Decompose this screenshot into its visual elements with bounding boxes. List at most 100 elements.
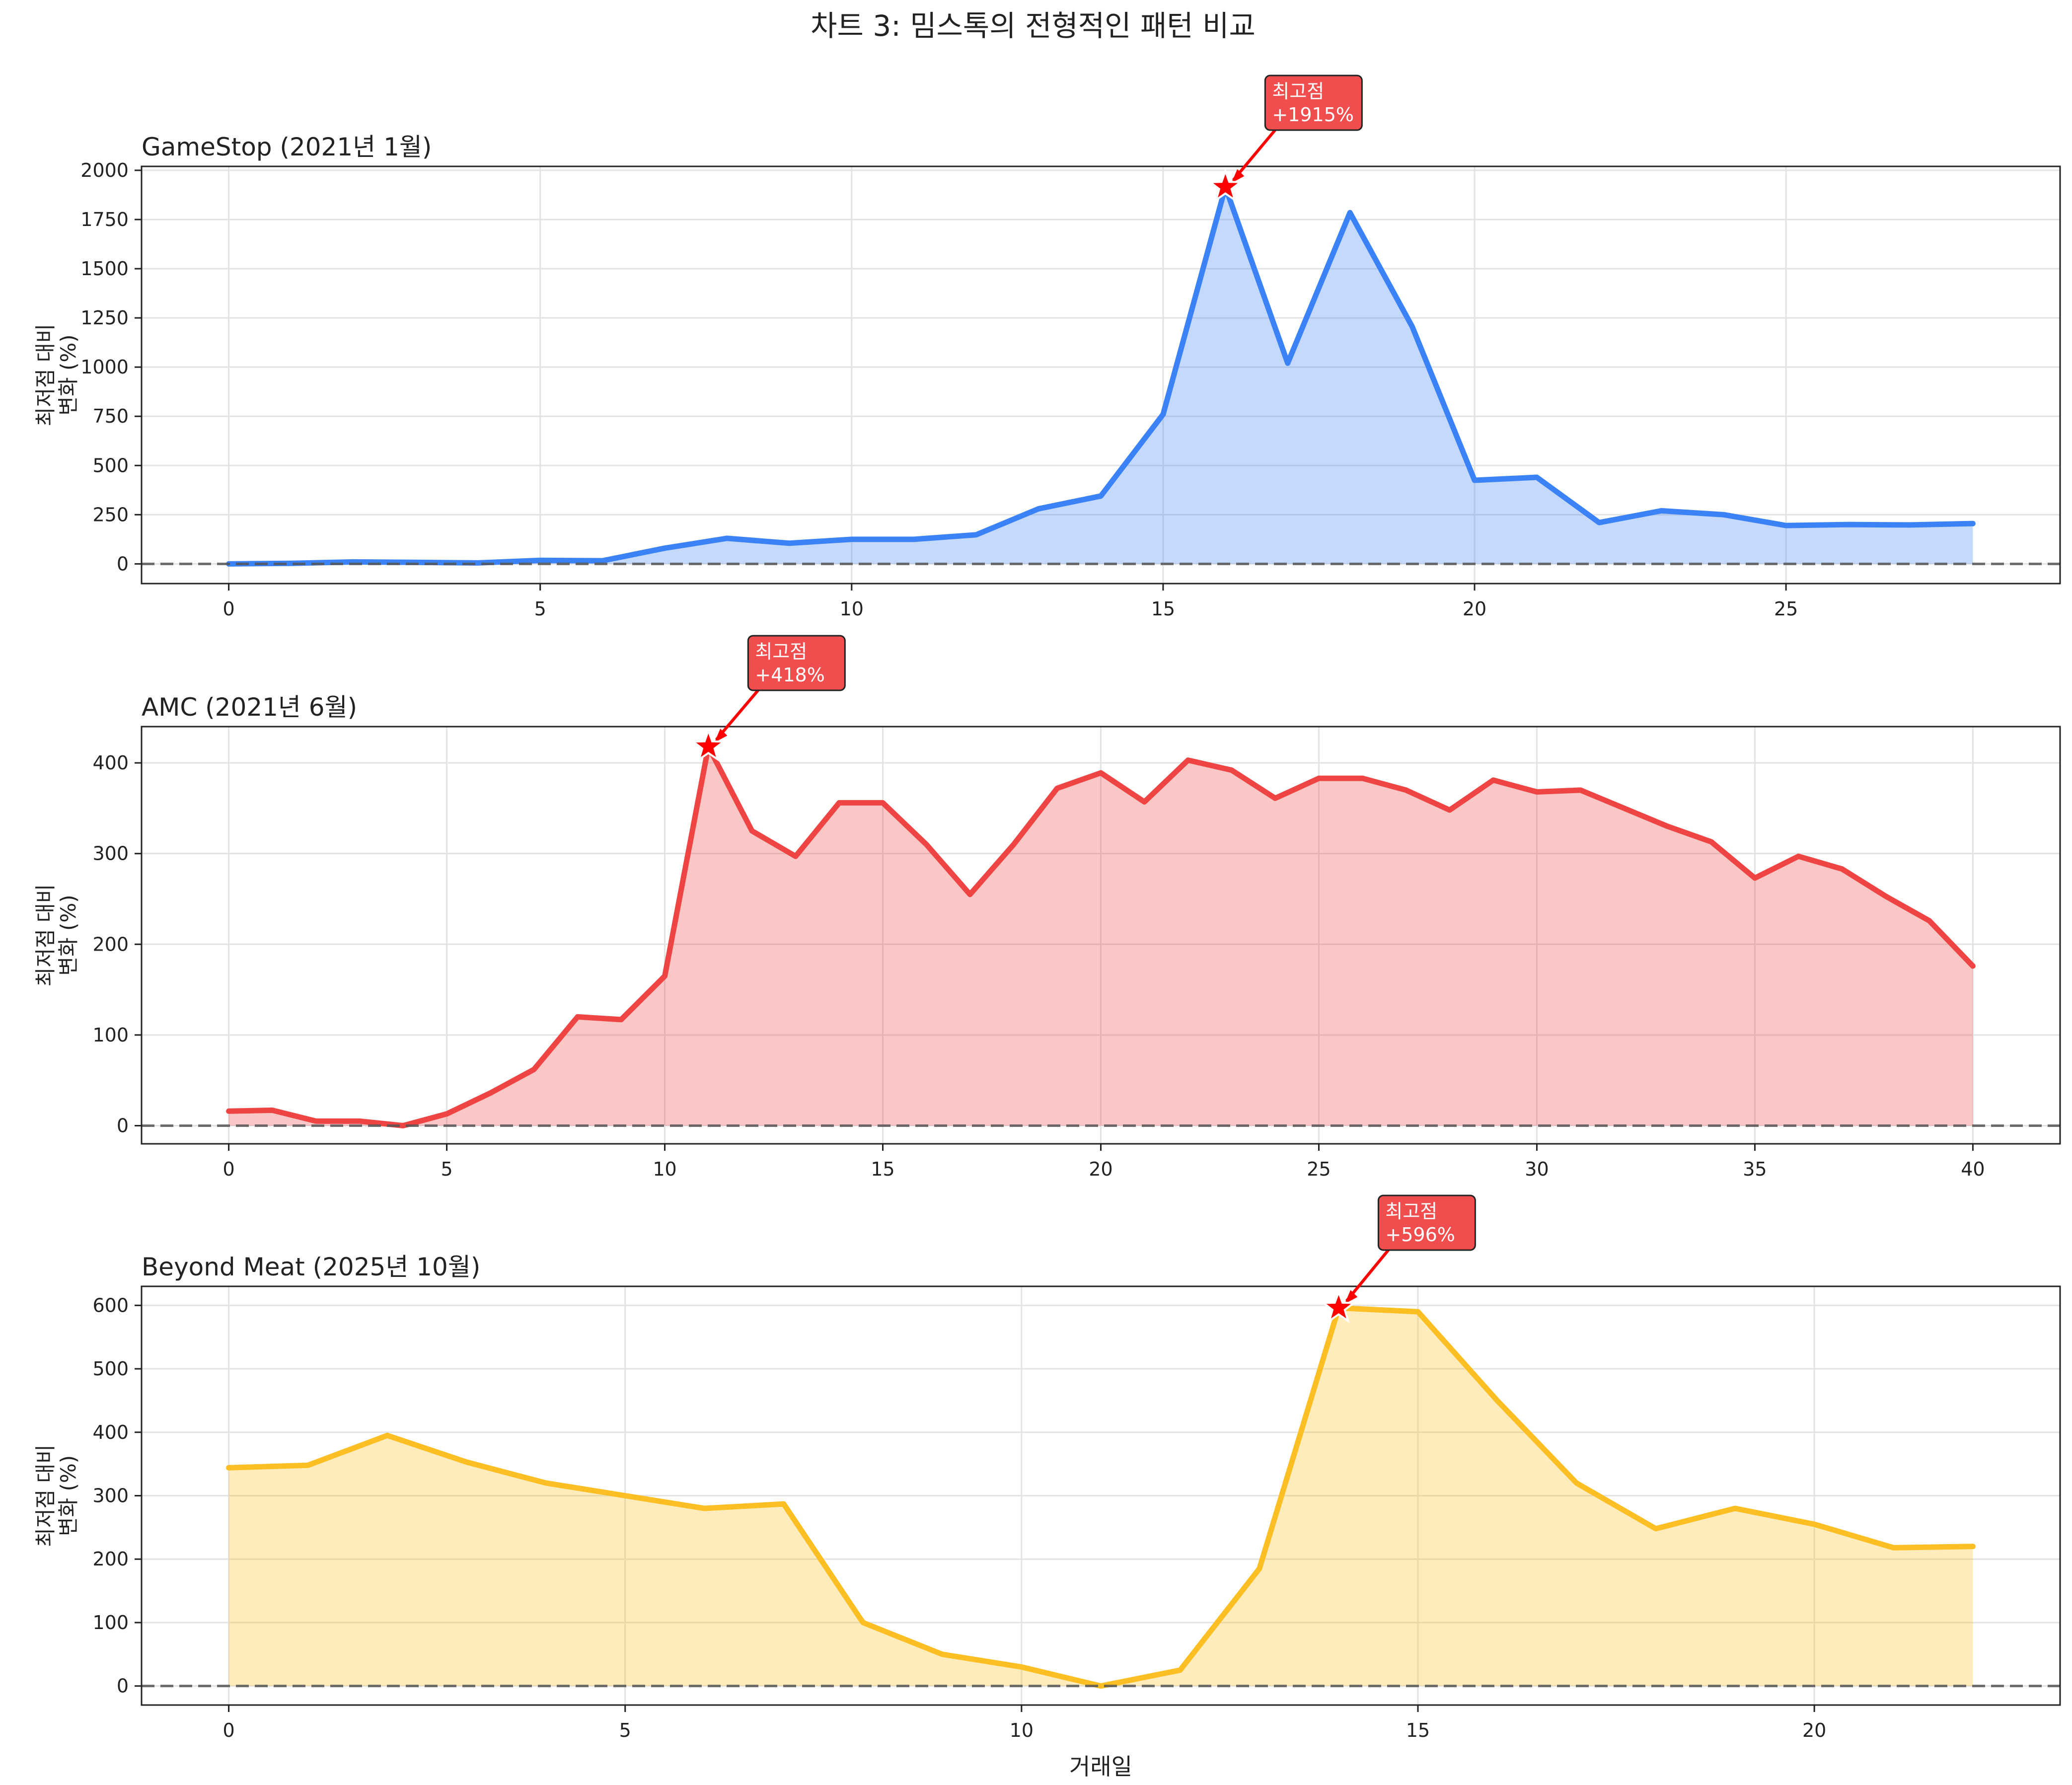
y-axis-label: 최저점 대비변화 (%) bbox=[33, 324, 80, 427]
y-tick-label: 100 bbox=[92, 1024, 129, 1046]
peak-star-marker bbox=[1321, 1289, 1357, 1324]
data-point bbox=[490, 1093, 491, 1094]
series-line bbox=[226, 1305, 1976, 1689]
peak-arrow-line bbox=[715, 689, 759, 741]
data-point bbox=[839, 802, 840, 803]
peak-arrow-head bbox=[1344, 1290, 1358, 1304]
data-point bbox=[1536, 791, 1537, 792]
data-point bbox=[1842, 869, 1843, 870]
y-tick-label: 200 bbox=[92, 933, 129, 955]
data-point bbox=[1893, 1547, 1894, 1548]
y-tick-label: 2000 bbox=[80, 159, 129, 181]
data-point bbox=[1180, 1670, 1181, 1671]
y-axis-label: 최저점 대비변화 (%) bbox=[33, 884, 80, 987]
series-area-fill bbox=[228, 187, 1973, 564]
data-point bbox=[272, 1110, 273, 1111]
data-point bbox=[883, 802, 884, 803]
data-point bbox=[625, 1495, 626, 1496]
y-tick-label: 400 bbox=[92, 752, 129, 774]
y-axis-label-line: 변화 (%) bbox=[56, 894, 80, 975]
data-point bbox=[1910, 524, 1911, 525]
data-point bbox=[533, 1069, 534, 1070]
data-point bbox=[1474, 480, 1475, 481]
data-point bbox=[1362, 778, 1363, 779]
y-axis-label-line: 변화 (%) bbox=[56, 334, 80, 415]
peak-arrow-line bbox=[1232, 129, 1276, 181]
peak-label-value: +596% bbox=[1385, 1224, 1455, 1246]
peak-label-box bbox=[1264, 74, 1363, 131]
data-point bbox=[1021, 1666, 1022, 1667]
data-point bbox=[1655, 1528, 1656, 1529]
panel-title: AMC (2021년 6월) bbox=[142, 693, 357, 722]
peak-label-title: 최고점 bbox=[1272, 80, 1324, 102]
data-point bbox=[665, 548, 666, 549]
y-tick-label: 0 bbox=[117, 1115, 129, 1136]
data-point bbox=[783, 1503, 784, 1504]
data-point bbox=[315, 1120, 316, 1121]
series-area-fill bbox=[228, 746, 1973, 1126]
data-point bbox=[1798, 856, 1799, 857]
data-point bbox=[387, 1435, 388, 1436]
data-point bbox=[1417, 1311, 1418, 1312]
data-point bbox=[942, 1654, 943, 1655]
data-point bbox=[1101, 772, 1102, 773]
data-point bbox=[1972, 966, 1973, 967]
data-point bbox=[751, 830, 752, 831]
data-point bbox=[1735, 1508, 1736, 1509]
y-tick-label: 500 bbox=[92, 454, 129, 476]
data-point bbox=[228, 1467, 229, 1468]
data-point bbox=[789, 543, 790, 544]
data-point bbox=[1972, 1546, 1973, 1547]
x-tick-label: 0 bbox=[222, 1158, 234, 1180]
peak-label-value: +1915% bbox=[1272, 104, 1354, 126]
series-line bbox=[226, 744, 1976, 1128]
gamestop-chart-panel: 0 5 10 15 20 25025050075010001250150017502000… bbox=[33, 74, 2061, 620]
x-tick-label: 15 bbox=[871, 1158, 894, 1180]
data-point bbox=[1885, 895, 1886, 896]
data-point bbox=[359, 1120, 360, 1121]
data-point bbox=[1661, 510, 1662, 511]
y-tick-label: 500 bbox=[92, 1358, 129, 1380]
data-point bbox=[863, 1622, 864, 1623]
x-tick-label: 0 bbox=[222, 598, 234, 620]
data-point bbox=[545, 1483, 546, 1484]
data-point bbox=[477, 562, 478, 563]
data-point bbox=[1599, 522, 1600, 523]
peak-label-box bbox=[1377, 1194, 1476, 1251]
data-point bbox=[577, 1016, 578, 1017]
x-tick-label: 5 bbox=[619, 1719, 631, 1741]
figure-title: 차트 3: 밈스톡의 전형적인 패턴 비교 bbox=[811, 9, 1256, 43]
data-point bbox=[1101, 1686, 1102, 1687]
x-tick-label: 25 bbox=[1774, 598, 1798, 620]
peak-arrow-head bbox=[1231, 169, 1245, 183]
y-tick-label: 100 bbox=[92, 1612, 129, 1634]
y-tick-label: 1750 bbox=[80, 209, 129, 230]
y-tick-label: 400 bbox=[92, 1421, 129, 1443]
y-axis-label: 최저점 대비변화 (%) bbox=[33, 1444, 80, 1547]
x-tick-label: 15 bbox=[1151, 598, 1175, 620]
data-point bbox=[1259, 1568, 1260, 1569]
y-tick-label: 300 bbox=[92, 1485, 129, 1507]
data-point bbox=[1711, 841, 1712, 842]
x-tick-label: 10 bbox=[840, 598, 864, 620]
data-point bbox=[228, 1111, 229, 1112]
data-point bbox=[291, 563, 292, 564]
data-point bbox=[704, 1508, 705, 1509]
data-point bbox=[1493, 780, 1494, 781]
y-axis-label-line: 최저점 대비 bbox=[33, 1444, 58, 1547]
y-axis-label-line: 최저점 대비 bbox=[33, 324, 58, 427]
x-tick-label: 10 bbox=[1010, 1719, 1034, 1741]
data-point bbox=[1848, 524, 1849, 525]
data-point bbox=[1667, 826, 1668, 827]
data-point bbox=[1972, 523, 1973, 524]
data-point bbox=[913, 539, 914, 540]
x-tick-label: 0 bbox=[222, 1719, 234, 1741]
data-point bbox=[602, 560, 603, 561]
data-point bbox=[1497, 1400, 1498, 1401]
data-point bbox=[403, 1125, 404, 1126]
x-tick-label: 5 bbox=[441, 1158, 452, 1180]
y-tick-label: 1500 bbox=[80, 258, 129, 280]
data-point bbox=[665, 975, 666, 976]
